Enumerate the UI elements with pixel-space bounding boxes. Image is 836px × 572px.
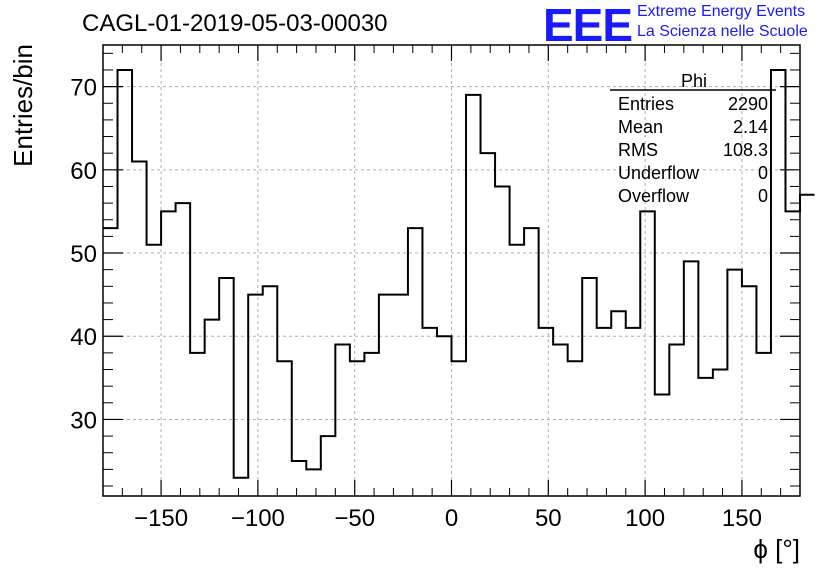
stat-label-entries: Entries	[618, 94, 674, 114]
histogram-bin	[161, 211, 176, 496]
histogram-bin	[597, 328, 612, 496]
histogram-bin	[147, 245, 162, 496]
axis-ticks	[102, 45, 801, 496]
histogram-bin	[205, 320, 220, 496]
x-axis-label: ϕ [°]	[753, 534, 800, 564]
x-tick-label: −150	[134, 505, 188, 532]
histogram-bin	[132, 161, 147, 496]
histogram-bin	[655, 394, 670, 496]
histogram-bin	[481, 153, 496, 496]
logo-caption-line2: La Scienza nelle Scuole	[637, 23, 808, 40]
histogram-bin	[771, 70, 786, 496]
stat-label-underflow: Underflow	[618, 163, 700, 183]
histogram-bin	[422, 328, 437, 496]
stat-value-overflow: 0	[758, 186, 768, 206]
eee-logo: EEE	[543, 0, 633, 51]
histogram-bin	[452, 361, 467, 496]
histogram-bin	[118, 70, 133, 496]
stat-value-entries: 2290	[728, 94, 768, 114]
histogram-bin	[684, 261, 699, 496]
histogram-bin	[234, 478, 249, 496]
x-tick-label: −50	[334, 505, 375, 532]
histogram-bin	[713, 370, 728, 496]
histogram-bars	[103, 70, 815, 496]
x-tick-label: 100	[625, 505, 665, 532]
stat-value-underflow: 0	[758, 163, 768, 183]
histogram-bin	[698, 378, 713, 496]
histogram-bin	[524, 228, 539, 496]
histogram-bin	[263, 286, 278, 496]
y-tick-label: 70	[70, 75, 97, 102]
histogram-bin	[364, 353, 379, 496]
histogram-bin	[568, 361, 583, 496]
histogram-bin	[306, 469, 321, 496]
x-tick-label: 0	[445, 505, 458, 532]
x-tick-label: −100	[231, 505, 285, 532]
y-tick-label: 30	[70, 407, 97, 434]
x-tick-label: 50	[535, 505, 562, 532]
histogram-bin	[219, 278, 234, 496]
x-tick-label: 150	[722, 505, 762, 532]
stats-box: Phi Entries 2290 Mean 2.14 RMS 108.3 Und…	[610, 71, 776, 206]
grid-lines	[103, 45, 800, 496]
histogram-bin	[190, 353, 205, 496]
stat-label-rms: RMS	[618, 140, 658, 160]
y-axis-label: Entries/bin	[8, 44, 38, 167]
histogram-bin	[553, 345, 568, 496]
y-tick-labels: 30 40 50 60 70	[70, 75, 97, 435]
histogram-bin	[800, 195, 815, 496]
histogram-bin	[626, 328, 641, 496]
histogram-bin	[379, 295, 394, 496]
stats-box-name: Phi	[681, 71, 707, 91]
histogram-bin	[350, 361, 365, 496]
histogram-outline	[103, 68, 815, 479]
stat-label-overflow: Overflow	[618, 186, 690, 206]
histogram-bin	[437, 336, 452, 496]
histogram-bin	[408, 228, 423, 496]
histogram-bin	[176, 203, 191, 496]
x-tick-labels: −150 −100 −50 0 50 100 150	[134, 505, 762, 532]
histogram-bin	[248, 295, 263, 496]
y-tick-label: 50	[70, 241, 97, 268]
histogram-bin	[539, 328, 554, 496]
histogram-bin	[582, 278, 597, 496]
stat-value-mean: 2.14	[733, 117, 768, 137]
histogram-bin	[510, 245, 525, 496]
histogram-bin	[611, 311, 626, 496]
histogram-bin	[756, 353, 771, 496]
histogram-bin	[495, 186, 510, 496]
stat-label-mean: Mean	[618, 117, 663, 137]
histogram-bin	[393, 295, 408, 496]
stat-value-rms: 108.3	[723, 140, 768, 160]
histogram-bin	[669, 345, 684, 496]
histogram-bin	[785, 211, 800, 496]
histogram-bin	[466, 95, 481, 496]
y-tick-label: 40	[70, 324, 97, 351]
y-tick-label: 60	[70, 158, 97, 185]
histogram-bin	[335, 345, 350, 496]
histogram-bin	[727, 270, 742, 496]
histogram-bin	[640, 211, 655, 496]
histogram-bin	[292, 461, 307, 496]
histogram-bin	[103, 228, 118, 496]
histogram-bin	[742, 286, 757, 496]
chart-title: CAGL-01-2019-05-03-00030	[82, 10, 388, 37]
logo-caption-line1: Extreme Energy Events	[637, 3, 806, 20]
histogram-bin	[277, 361, 292, 496]
histogram-bin	[321, 436, 336, 496]
